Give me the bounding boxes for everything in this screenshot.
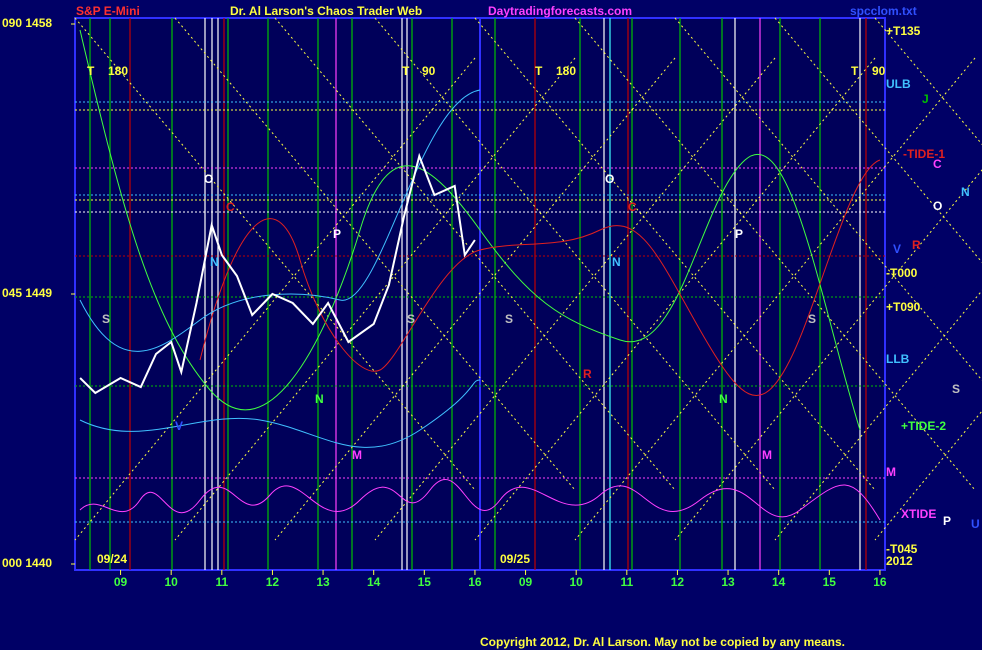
- diagonal-line: [574, 17, 976, 491]
- right-label: 2012: [886, 554, 913, 568]
- right-label: O: [933, 199, 942, 213]
- annotation: 90: [872, 64, 886, 78]
- x-tick-label: 11: [620, 575, 633, 589]
- right-label: S: [952, 382, 960, 396]
- x-tick-label: 11: [215, 575, 228, 589]
- x-tick-label: 10: [165, 575, 179, 589]
- diagonal-line: [174, 57, 576, 541]
- x-tick-label: 09: [519, 575, 533, 589]
- annotation: C: [628, 200, 637, 214]
- date-label: 09/25: [500, 552, 530, 566]
- diagonal-line: [874, 410, 982, 541]
- diagonal-line: [674, 169, 982, 541]
- price-line: [79, 152, 476, 395]
- x-tick-label: 14: [367, 575, 381, 589]
- annotation: S: [808, 312, 816, 326]
- right-label: LLB: [886, 352, 910, 366]
- diagonal-line: [374, 17, 776, 491]
- annotation: P: [333, 227, 341, 241]
- annotation: T: [851, 64, 859, 78]
- cycle-curve: [79, 29, 861, 431]
- right-label: -T045: [886, 542, 918, 556]
- right-label: -TIDE-1: [903, 147, 945, 161]
- annotation: N: [612, 255, 621, 269]
- annotation: 90: [422, 64, 436, 78]
- annotation: 180: [556, 64, 576, 78]
- annotation: C: [226, 200, 235, 214]
- x-tick-label: 12: [266, 575, 280, 589]
- right-label: N: [961, 185, 970, 199]
- annotation: M: [352, 448, 362, 462]
- diagonal-line: [374, 57, 776, 541]
- x-tick-label: 14: [772, 575, 786, 589]
- x-tick-label: 13: [316, 575, 330, 589]
- right-label: +TIDE-2: [901, 419, 946, 433]
- diagonal-line: [74, 17, 476, 491]
- x-tick-label: 16: [873, 575, 887, 589]
- right-label: -T000: [886, 266, 918, 280]
- diagonal-line: [174, 17, 576, 491]
- annotation: N: [719, 392, 728, 406]
- annotation: T: [87, 64, 95, 78]
- x-tick-label: 10: [570, 575, 584, 589]
- decoration: [74, 17, 982, 570]
- x-tick-label: 15: [823, 575, 837, 589]
- right-label: U: [971, 517, 980, 531]
- right-label: J: [922, 92, 929, 106]
- annotation: N: [210, 255, 219, 269]
- annotation: V: [175, 419, 183, 433]
- diagonal-line: [474, 17, 876, 491]
- right-label: +T135: [886, 24, 921, 38]
- x-tick-label: 12: [671, 575, 685, 589]
- right-label: P: [943, 514, 951, 528]
- annotation: N: [315, 392, 324, 406]
- annotation: R: [583, 367, 592, 381]
- annotation: S: [102, 312, 110, 326]
- x-tick-label: 09: [114, 575, 128, 589]
- right-label: ULB: [886, 77, 911, 91]
- cycle-curve: [199, 159, 881, 396]
- annotation: S: [407, 312, 415, 326]
- right-label: XTIDE: [901, 507, 936, 521]
- chart-subtitle: Dr. Al Larson's Chaos Trader Web: [230, 4, 422, 18]
- site: Daytradingforecasts.com: [488, 4, 632, 18]
- diagonal-line: [274, 57, 676, 541]
- diagonal-line: [574, 57, 976, 541]
- annotation: P: [735, 227, 743, 241]
- date-label: 09/24: [97, 552, 127, 566]
- annotation: O: [605, 172, 614, 186]
- right-label: R: [912, 238, 921, 252]
- annotation: T: [535, 64, 543, 78]
- right-label: C: [933, 157, 942, 171]
- diagonal-line: [774, 289, 982, 541]
- annotation: M: [762, 448, 772, 462]
- annotation: T: [402, 64, 410, 78]
- diagonal-line: [274, 17, 676, 491]
- xtide-curve: [79, 479, 881, 521]
- band-curve: [79, 379, 481, 448]
- x-tick-label: 15: [418, 575, 432, 589]
- y-tick-label: 045 1449: [2, 286, 52, 300]
- right-label: V: [893, 242, 901, 256]
- right-label: +T090: [886, 300, 921, 314]
- x-tick-label: 16: [468, 575, 482, 589]
- diagonal-line: [474, 57, 876, 541]
- annotation: S: [505, 312, 513, 326]
- x-tick-label: 13: [721, 575, 735, 589]
- file-name: spcclom.txt: [850, 4, 917, 18]
- right-label: M: [886, 465, 896, 479]
- y-tick-label: 090 1458: [2, 16, 52, 30]
- copyright: Copyright 2012, Dr. Al Larson. May not b…: [480, 635, 845, 649]
- annotation: 180: [108, 64, 128, 78]
- y-tick-label: 000 1440: [2, 556, 52, 570]
- annotation: O: [204, 172, 213, 186]
- chart-title: S&P E-Mini: [76, 4, 140, 18]
- diagonal-line: [74, 57, 476, 541]
